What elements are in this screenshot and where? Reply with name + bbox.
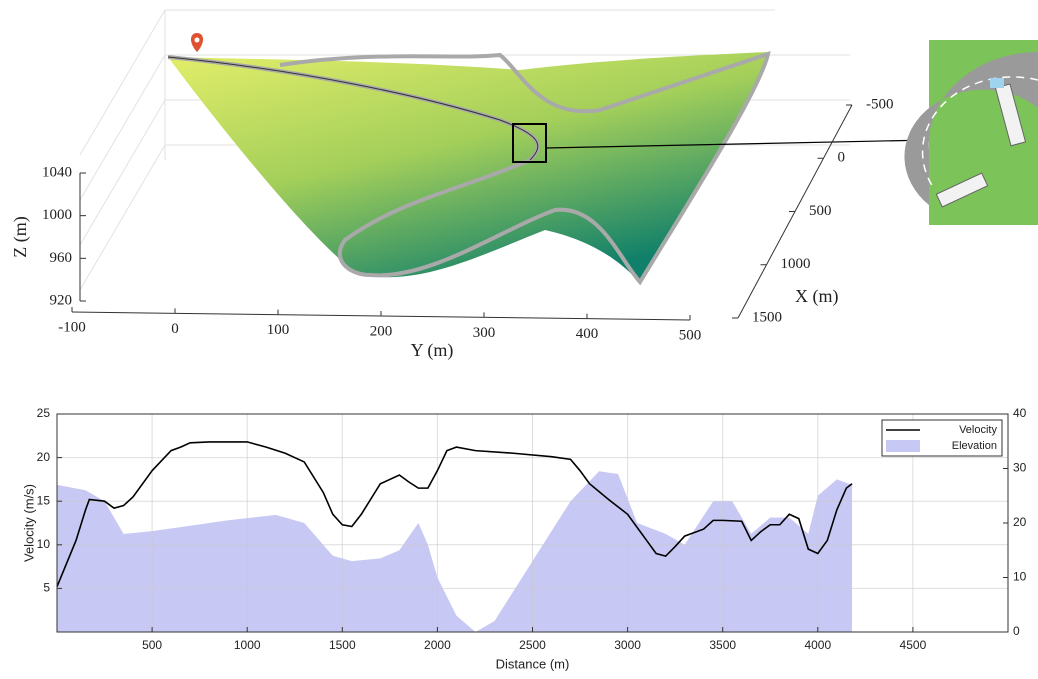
y-tick-label: 15 — [37, 493, 51, 507]
x-tick-label: 2000 — [424, 638, 451, 652]
z-tick-label: 920 — [50, 292, 73, 308]
z-axis-label: Z (m) — [10, 216, 31, 257]
zoom-box — [512, 123, 547, 163]
y-tick-label: 10 — [37, 537, 51, 551]
y-tick-label: 0 — [171, 321, 179, 337]
trajectory — [167, 56, 539, 161]
y-tick-label: 25 — [37, 406, 51, 420]
x-tick-label: 4000 — [804, 638, 831, 652]
x-tick-label: 2500 — [519, 638, 546, 652]
z-tick-label: 960 — [50, 250, 73, 266]
x-tick-label: 500 — [142, 638, 162, 652]
y2-tick-label: 40 — [1013, 406, 1027, 420]
elevation-area — [57, 471, 853, 632]
legend-label: Elevation — [952, 440, 997, 452]
x-tick-label: -500 — [866, 96, 894, 112]
surface — [168, 52, 770, 283]
y-tick-label: 5 — [43, 581, 50, 595]
line-chart: 500 1000 1500 2000 2500 3000 3500 4000 4500 5 10 15… — [21, 406, 1038, 671]
y2-tick-label: 10 — [1013, 570, 1027, 584]
y-tick-label: 300 — [473, 325, 496, 341]
y-tick-label: 400 — [576, 326, 599, 342]
y2-tick-label: 0 — [1013, 624, 1020, 638]
legend-swatch — [886, 440, 920, 452]
x-tick-label: 1500 — [752, 309, 782, 325]
y-tick-label: 100 — [267, 322, 290, 338]
surface-chart: -100 0 100 200 300 400 500 920 960 1000 1040 -500 0 5… — [10, 9, 1038, 361]
zoom-connector — [545, 139, 931, 149]
x-tick-label: 3500 — [709, 638, 736, 652]
y-axis-label: Velocity (m/s) — [21, 484, 36, 562]
x-axis-label: X (m) — [795, 286, 839, 307]
x-tick-label: 3000 — [614, 638, 641, 652]
y-tick-label: 500 — [679, 327, 702, 343]
y2-tick-label: 30 — [1013, 461, 1027, 475]
x-tick-label: 500 — [809, 203, 832, 219]
y-tick-label: -100 — [58, 319, 86, 335]
start-marker-dot — [194, 37, 200, 43]
z-tick-label: 1000 — [42, 207, 72, 223]
x-tick-label: 1000 — [234, 638, 261, 652]
inset-image — [904, 40, 1038, 225]
x-tick-label: 1500 — [329, 638, 356, 652]
y2-tick-label: 20 — [1013, 515, 1027, 529]
x-tick-label: 0 — [838, 150, 846, 166]
velocity-line — [56, 441, 853, 587]
x-tick-label: 1000 — [781, 256, 811, 272]
y-tick-label: 200 — [370, 323, 393, 339]
y-tick-label: 20 — [37, 450, 51, 464]
x-axis-label: Distance (m) — [496, 656, 570, 671]
y-axis-label: Y (m) — [411, 340, 454, 361]
x-tick-label: 4500 — [900, 638, 927, 652]
legend-label: Velocity — [959, 424, 997, 436]
z-tick-label: 1040 — [42, 164, 72, 180]
